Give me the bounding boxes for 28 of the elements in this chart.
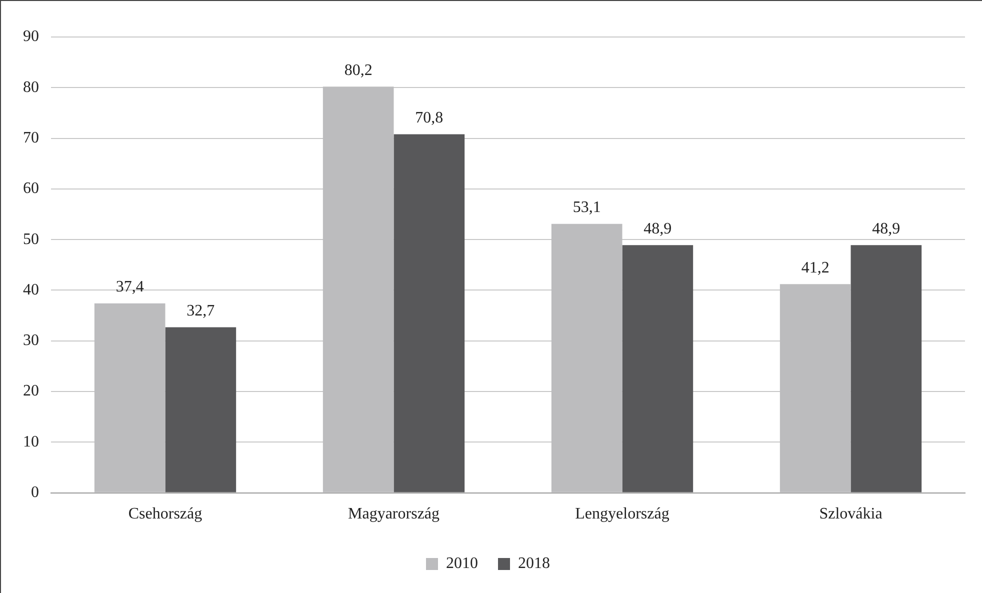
bar xyxy=(394,134,465,492)
y-tick-label: 90 xyxy=(23,28,39,46)
x-tick-label: Lengyelország xyxy=(575,506,670,523)
y-tick-label: 30 xyxy=(23,332,39,350)
y-tick-label: 50 xyxy=(23,230,39,248)
legend-label: 2018 xyxy=(518,555,550,572)
data-label: 48,9 xyxy=(644,220,672,238)
y-tick-label: 80 xyxy=(23,78,39,96)
data-label: 32,7 xyxy=(186,302,215,320)
bar xyxy=(622,245,694,492)
bar xyxy=(850,245,922,492)
x-tick-label: Csehország xyxy=(128,506,202,523)
x-tick-label: Magyarország xyxy=(348,506,440,523)
y-tick-label: 10 xyxy=(23,433,39,450)
data-label: 37,4 xyxy=(116,278,144,296)
y-tick-label: 60 xyxy=(23,180,39,198)
bar xyxy=(165,327,236,492)
y-tick-label: 40 xyxy=(23,281,39,298)
data-label: 53,1 xyxy=(572,199,601,216)
y-tick-label: 0 xyxy=(31,484,39,502)
y-tick-label: 20 xyxy=(23,382,39,400)
data-label: 70,8 xyxy=(415,109,444,126)
data-label: 48,9 xyxy=(872,220,900,238)
x-tick-label: Szlovákia xyxy=(819,506,882,523)
data-label: 41,2 xyxy=(801,259,830,276)
data-label: 80,2 xyxy=(344,62,372,79)
legend-label: 2010 xyxy=(446,555,478,572)
y-tick-label: 70 xyxy=(23,129,39,146)
